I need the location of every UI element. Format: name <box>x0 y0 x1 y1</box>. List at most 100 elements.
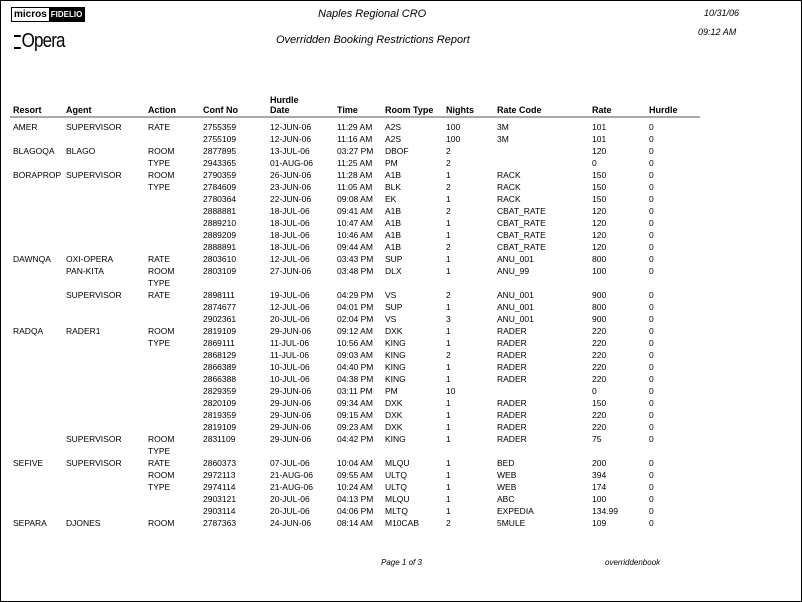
table-cell: 24-JUN-06 <box>270 518 312 528</box>
table-cell: 0 <box>649 122 654 132</box>
table-cell: 134.99 <box>592 506 618 516</box>
table-cell: RATE <box>148 122 171 132</box>
table-cell: 1 <box>446 362 451 372</box>
table-cell: ROOM <box>148 326 175 336</box>
report-title: Overridden Booking Restrictions Report <box>276 34 470 46</box>
table-cell: 0 <box>649 386 654 396</box>
table-row: TYPE 2974114 21-AUG-06 10:24 AM ULTQ 1 WEB 174 0 <box>0 481 802 493</box>
table-cell: 08:14 AM <box>337 518 373 528</box>
table-cell: 3M <box>497 122 509 132</box>
table-cell: SUPERVISOR <box>66 290 122 300</box>
table-cell: 1 <box>446 470 451 480</box>
table-cell: VS <box>385 290 397 300</box>
table-cell: TYPE <box>148 278 171 288</box>
table-cell: DJONES <box>66 518 101 528</box>
table-cell: 2 <box>446 290 451 300</box>
table-row: 2874677 12-JUL-06 04:01 PM SUP 1 ANU_001 800 0 <box>0 301 802 313</box>
table-cell: 1 <box>446 506 451 516</box>
table-row: SUPERVISOR ROOM 2831109 29-JUN-06 04:42 PM KI… <box>0 433 802 445</box>
table-cell: 2902361 <box>203 314 237 324</box>
table-cell: SUP <box>385 254 403 264</box>
table-cell: WEB <box>497 470 517 480</box>
table-cell: 1 <box>446 302 451 312</box>
table-cell: 0 <box>649 470 654 480</box>
table-cell: 2898111 <box>203 290 235 300</box>
table-cell: 800 <box>592 254 607 264</box>
table-cell: SEPARA <box>13 518 47 528</box>
table-cell: 2943365 <box>203 158 237 168</box>
table-cell: RADER1 <box>66 326 101 336</box>
table-cell: 2819359 <box>203 410 237 420</box>
page-number: Page 1 of 3 <box>381 558 422 567</box>
table-cell: PAN-KITA <box>66 266 104 276</box>
table-cell: 220 <box>592 410 607 420</box>
table-cell: BLAGO <box>66 146 96 156</box>
table-cell: 09:34 AM <box>337 398 373 408</box>
table-cell: 0 <box>649 434 654 444</box>
table-cell: AMER <box>13 122 38 132</box>
table-row: DAWNQA OXI-OPERA RATE 2803610 12-JUL-06 03:43… <box>0 253 802 265</box>
table-cell: 04:29 PM <box>337 290 374 300</box>
table-cell: 21-AUG-06 <box>270 470 313 480</box>
table-cell: 2790359 <box>203 170 237 180</box>
table-cell: 800 <box>592 302 607 312</box>
table-cell: TYPE <box>148 482 171 492</box>
table-cell: 03:43 PM <box>337 254 374 264</box>
table-cell: RACK <box>497 182 521 192</box>
table-cell: 0 <box>649 302 654 312</box>
table-cell: BED <box>497 458 515 468</box>
table-cell: 27-JUN-06 <box>270 266 312 276</box>
table-row: 2888891 18-JUL-06 09:44 AM A1B 2 CBAT_RATE 120… <box>0 241 802 253</box>
table-cell: 09:44 AM <box>337 242 373 252</box>
table-cell: 2 <box>446 182 451 192</box>
table-cell: 0 <box>649 458 654 468</box>
table-cell: 22-JUN-06 <box>270 194 312 204</box>
table-cell: 29-JUN-06 <box>270 398 312 408</box>
table-cell: 04:42 PM <box>337 434 374 444</box>
table-row: BORAPROP SUPERVISOR ROOM 2790359 26-JUN-06 11… <box>0 169 802 181</box>
table-cell: TYPE <box>148 338 171 348</box>
column-header: Hurdle <box>270 95 299 105</box>
table-cell: 150 <box>592 398 607 408</box>
table-row: 2755109 12-JUN-06 11:16 AM A2S 100 3M 101 0 <box>0 133 802 145</box>
table-cell: 2889209 <box>203 230 237 240</box>
table-row: 2819359 29-JUN-06 09:15 AM DXK 1 RADER 220 0 <box>0 409 802 421</box>
table-cell: ANU_001 <box>497 302 534 312</box>
report-time: 09:12 AM <box>698 27 737 37</box>
table-cell: 100 <box>592 266 607 276</box>
table-cell: CBAT_RATE <box>497 218 546 228</box>
property-name: Naples Regional CRO <box>318 8 427 20</box>
column-header: Room Type <box>385 105 434 115</box>
table-cell: 10:47 AM <box>337 218 373 228</box>
report-date: 10/31/06 <box>704 8 740 18</box>
table-cell: ROOM <box>148 146 175 156</box>
table-cell: 04:38 PM <box>337 374 374 384</box>
table-cell: 18-JUL-06 <box>270 206 310 216</box>
table-cell: ULTQ <box>385 482 408 492</box>
table-cell: 100 <box>446 122 461 132</box>
column-header: Action <box>148 105 176 115</box>
table-cell: 09:23 AM <box>337 422 373 432</box>
table-cell: 174 <box>592 482 607 492</box>
table-cell: 1 <box>446 494 451 504</box>
table-cell: DXK <box>385 326 403 336</box>
table-cell: 0 <box>649 398 654 408</box>
table-cell: ABC <box>497 494 515 504</box>
table-cell: 200 <box>592 458 607 468</box>
column-header: Agent <box>66 105 92 115</box>
table-cell: RADER <box>497 398 527 408</box>
table-cell: SEFIVE <box>13 458 44 468</box>
table-cell: 150 <box>592 182 607 192</box>
table-cell: 20-JUL-06 <box>270 314 310 324</box>
table-cell: 150 <box>592 170 607 180</box>
table-cell: 0 <box>649 362 654 372</box>
table-cell: 20-JUL-06 <box>270 506 310 516</box>
table-cell: 0 <box>649 182 654 192</box>
table-row: 2902361 20-JUL-06 02:04 PM VS 3 ANU_001 900 0 <box>0 313 802 325</box>
table-cell: 29-JUN-06 <box>270 326 312 336</box>
table-cell: 09:15 AM <box>337 410 373 420</box>
table-cell: 12-JUN-06 <box>270 122 312 132</box>
table-cell: 120 <box>592 206 607 216</box>
table-cell: A2S <box>385 134 402 144</box>
table-cell: 11:25 AM <box>337 158 373 168</box>
